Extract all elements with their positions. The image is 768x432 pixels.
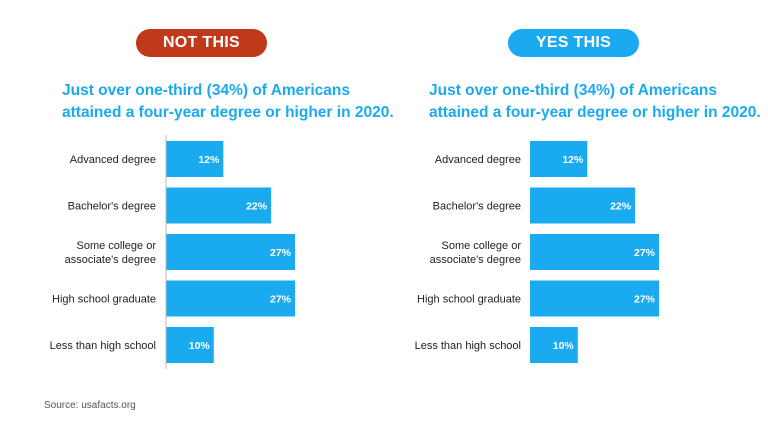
bar-value-label: 27%	[270, 247, 292, 259]
bar	[166, 327, 214, 363]
bar-value-label: 12%	[198, 154, 220, 166]
category-label: Advanced degree	[435, 154, 521, 166]
category-label: Advanced degree	[70, 154, 156, 166]
bar	[530, 280, 659, 317]
not-this-badge: NOT THIS	[136, 29, 267, 57]
chart-headline-right: Just over one-third (34%) of Americans a…	[429, 80, 761, 124]
category-label: Bachelor's degree	[433, 201, 521, 213]
bar	[530, 187, 636, 224]
bar-chart-left: 12% Advanced degree 22% Bachelor's degree 27…	[50, 135, 295, 369]
category-label: High school graduate	[417, 294, 521, 306]
bar-chart-right: 12% Advanced degree 22% Bachelor's degree 27…	[415, 141, 659, 363]
category-label: Bachelor's degree	[68, 201, 156, 213]
headline-line-1: Just over one-third (34%) of Americans	[62, 82, 350, 99]
bar	[530, 141, 588, 177]
bar	[530, 327, 578, 363]
bar	[166, 141, 224, 177]
bar	[166, 234, 295, 270]
category-label: Some college or	[442, 240, 522, 252]
bar	[166, 187, 272, 224]
bar-value-label: 27%	[270, 294, 292, 306]
bar-value-label: 22%	[610, 201, 632, 213]
bar	[166, 280, 295, 317]
panel-yes-this: YES THIS Just over one-third (34%) of Am…	[384, 0, 768, 432]
source-note: Source: usafacts.org	[44, 400, 136, 411]
bar-value-label: 27%	[634, 247, 656, 259]
bar-value-label: 12%	[562, 154, 584, 166]
bar-value-label: 27%	[634, 294, 656, 306]
category-label: Some college or	[77, 240, 157, 252]
headline-line-2: attained a four-year degree or higher in…	[62, 104, 394, 121]
category-label: Less than high school	[50, 340, 156, 352]
bar-value-label: 22%	[246, 201, 268, 213]
category-label: High school graduate	[52, 294, 156, 306]
chart-headline-left: Just over one-third (34%) of Americans a…	[62, 80, 394, 124]
category-label: associate's degree	[65, 254, 156, 266]
panel-not-this: NOT THIS Just over one-third (34%) of Am…	[50, 29, 394, 369]
category-label: associate's degree	[430, 254, 521, 266]
headline-line-1: Just over one-third (34%) of Americans	[429, 82, 717, 99]
category-label: Less than high school	[415, 340, 521, 352]
yes-this-badge: YES THIS	[508, 29, 639, 57]
bar-value-label: 10%	[553, 340, 575, 352]
bar	[530, 234, 659, 270]
bar-value-label: 10%	[189, 340, 211, 352]
headline-line-2: attained a four-year degree or higher in…	[429, 104, 761, 121]
